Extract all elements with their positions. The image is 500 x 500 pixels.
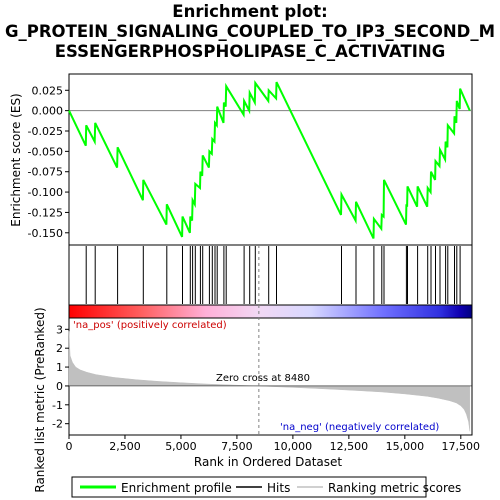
es-y-tick-label: 0.000: [32, 105, 64, 118]
rank-color-bar: [68, 304, 473, 319]
es-y-tick-label: -0.075: [28, 166, 63, 179]
x-tick-label: 12,500: [330, 440, 369, 453]
x-tick-label: 15,000: [386, 440, 425, 453]
title-line-1: Enrichment plot:: [172, 2, 328, 21]
x-tick-label: 7,500: [221, 440, 253, 453]
ranking-y-tick-label: -2: [52, 418, 63, 431]
ranking-y-tick-label: 0: [56, 380, 63, 393]
ranking-metric-area: [68, 331, 471, 432]
es-y-axis: 0.025 0.000 -0.025 -0.050 -0.075 -0.100 -0.125…: [28, 84, 69, 240]
es-y-tick-label: -0.150: [28, 227, 63, 240]
hits-panel-frame: [68, 244, 473, 306]
es-y-tick-label: -0.050: [28, 145, 63, 158]
hits-panel: [68, 244, 473, 306]
ranking-y-tick-label: 2: [56, 342, 63, 355]
x-axis: 0 2,500 5,000 7,500 10,000 12,500 15,000 17,500: [66, 435, 481, 453]
x-tick-label: 2,500: [109, 440, 141, 453]
es-y-tick-label: -0.025: [28, 125, 63, 138]
es-y-tick-label: -0.100: [28, 186, 63, 199]
es-panel-frame: [68, 73, 473, 246]
ranking-y-axis-label: Ranked list metric (PreRanked): [33, 307, 47, 492]
es-y-tick-label: -0.125: [28, 206, 63, 219]
legend-hits-label: Hits: [267, 481, 290, 495]
x-tick-label: 5,000: [165, 440, 197, 453]
x-tick-label: 17,500: [442, 440, 481, 453]
es-panel: 0.025 0.000 -0.025 -0.050 -0.075 -0.100 -0.125…: [9, 73, 473, 246]
legend: Enrichment profile Hits Ranking metric s…: [71, 476, 461, 498]
legend-ranking-label: Ranking metric scores: [328, 481, 461, 495]
enrichment-profile-line: [68, 80, 471, 239]
title-line-3: ESSENGERPHOSPHOLIPASE_C_ACTIVATING: [54, 42, 446, 61]
na-pos-label: 'na_pos' (positively correlated): [73, 320, 227, 331]
hits-marks: [85, 246, 461, 304]
legend-enrichment-label: Enrichment profile: [121, 481, 232, 495]
ranking-y-tick-label: -1: [52, 399, 63, 412]
ranking-y-axis: 3 2 1 0 -1 -2: [52, 323, 69, 431]
ranking-y-tick-label: 3: [56, 323, 63, 336]
ranking-panel-frame: [68, 317, 473, 436]
es-y-axis-label: Enrichment score (ES): [9, 93, 23, 226]
title-line-2: G_PROTEIN_SIGNALING_COUPLED_TO_IP3_SECON…: [4, 22, 496, 41]
zero-cross-label: Zero cross at 8480: [216, 373, 310, 384]
x-tick-label: 0: [66, 440, 73, 453]
x-tick-label: 10,000: [274, 440, 313, 453]
es-y-tick-label: 0.025: [32, 84, 64, 97]
ranking-y-tick-label: 1: [56, 361, 63, 374]
x-axis-label: Rank in Ordered Dataset: [194, 455, 342, 469]
chart-title: Enrichment plot: G_PROTEIN_SIGNALING_COU…: [0, 2, 500, 62]
na-neg-label: 'na_neg' (negatively correlated): [280, 422, 439, 433]
ranking-panel: 3 2 1 0 -1 -2 'na_pos' (positively correlated…: [33, 245, 473, 493]
